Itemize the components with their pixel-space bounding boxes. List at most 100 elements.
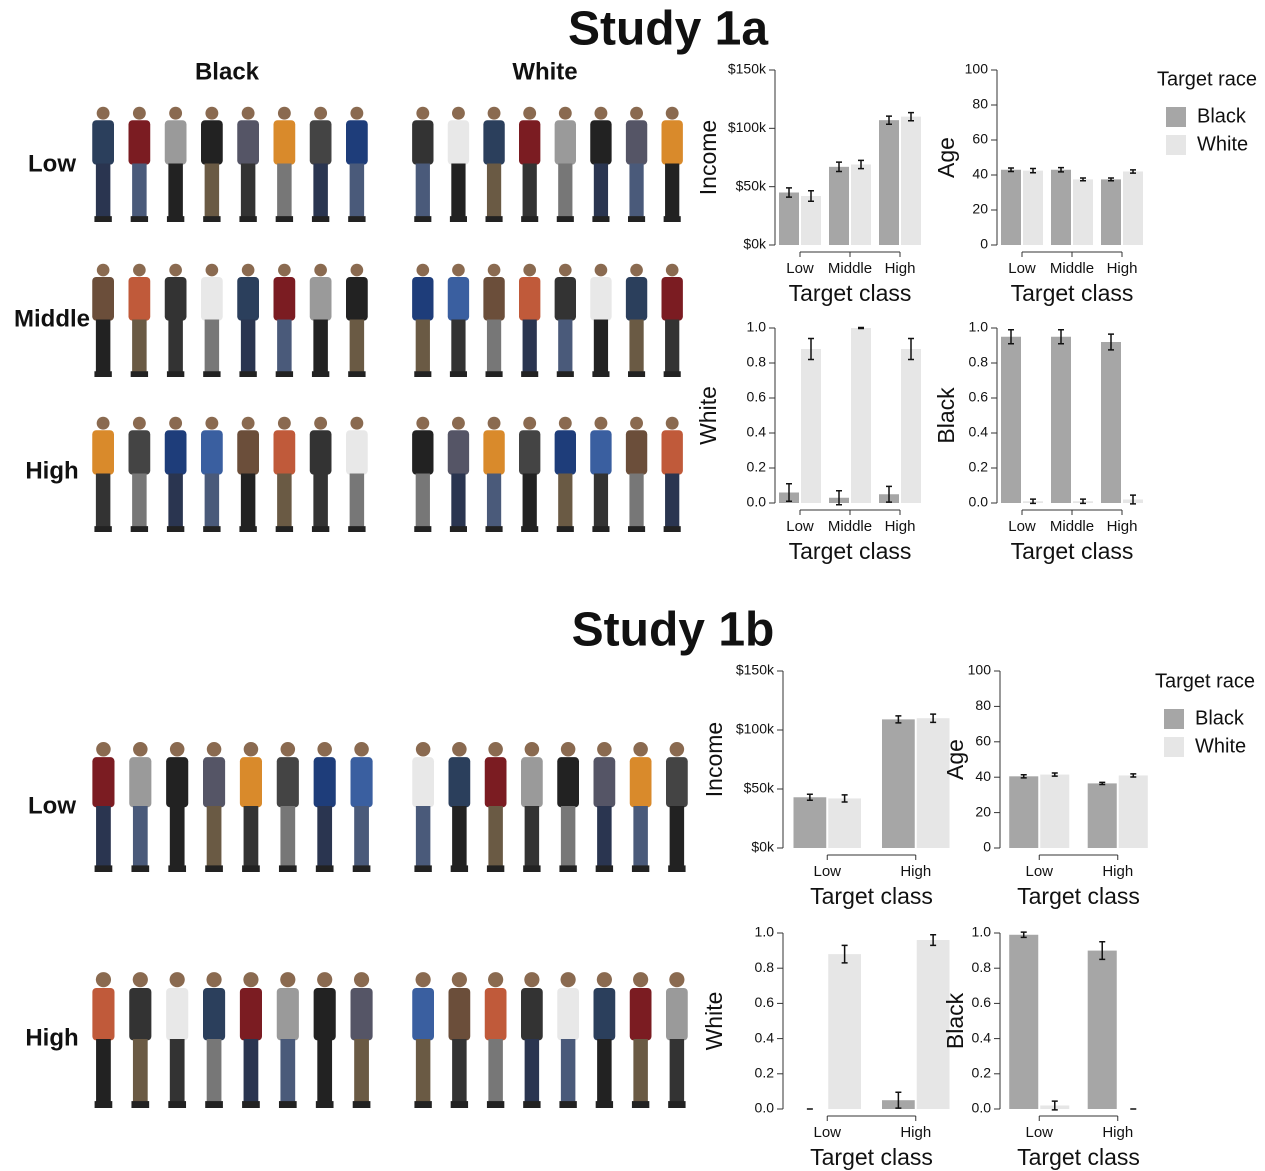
- person-torso: [92, 120, 114, 164]
- person-head: [452, 264, 465, 277]
- person-torso: [555, 277, 576, 321]
- person-shoes: [348, 216, 365, 222]
- x-tick-label: High: [1107, 260, 1138, 277]
- person-legs: [168, 474, 183, 528]
- person-head: [206, 264, 219, 277]
- y-tick-label: 0.8: [755, 959, 775, 975]
- person-shoes: [242, 1101, 260, 1108]
- person-shoes: [557, 526, 574, 532]
- person-legs: [280, 1039, 295, 1102]
- person-shoes: [628, 526, 645, 532]
- person-head: [278, 417, 291, 430]
- person-torso: [448, 430, 469, 474]
- person-shoes: [203, 526, 220, 532]
- person-legs: [451, 320, 465, 373]
- person-shoes: [414, 865, 431, 872]
- person-shoes: [668, 865, 685, 872]
- bar-chart: $0k$50k$100k$150kLowMiddleHighTarget cla…: [695, 61, 921, 306]
- x-axis-title: Target class: [1011, 538, 1134, 564]
- person-shoes: [276, 526, 293, 532]
- person-legs: [523, 164, 537, 218]
- person-legs: [132, 164, 147, 218]
- person-legs: [132, 320, 147, 373]
- row-label: Low: [28, 150, 76, 177]
- bar: [1088, 951, 1117, 1109]
- photo-group: [92, 107, 368, 222]
- person-head: [633, 972, 648, 987]
- y-tick-label: $150k: [736, 662, 775, 678]
- person-legs: [665, 320, 679, 373]
- person-shoes: [168, 1101, 186, 1108]
- person-legs: [670, 1039, 685, 1102]
- person-head: [630, 417, 643, 430]
- y-tick-label: 0.4: [969, 424, 989, 440]
- row-label: High: [25, 1024, 78, 1051]
- bar: [801, 196, 821, 245]
- person-shoes: [131, 865, 149, 872]
- person-legs: [629, 164, 643, 218]
- person-head: [597, 742, 612, 757]
- person-torso: [485, 757, 507, 807]
- person-legs: [416, 1039, 431, 1102]
- person-shoes: [596, 1101, 613, 1108]
- person-head: [595, 264, 608, 277]
- person-head: [525, 742, 540, 757]
- person-shoes: [521, 526, 538, 532]
- y-tick-label: 0.0: [972, 1100, 992, 1116]
- y-tick-label: 1.0: [755, 924, 775, 940]
- y-axis-title: Age: [942, 739, 968, 780]
- x-tick-label: High: [1102, 863, 1133, 880]
- person-shoes: [521, 216, 538, 222]
- person-torso: [277, 757, 299, 807]
- row-label: Middle: [14, 305, 90, 332]
- person-head: [242, 264, 255, 277]
- bar: [1009, 776, 1038, 848]
- y-tick-label: 1.0: [747, 319, 767, 335]
- photo-group: [92, 264, 368, 377]
- person-head: [416, 742, 431, 757]
- person-shoes: [451, 1101, 468, 1108]
- person-head: [452, 972, 467, 987]
- y-tick-label: 60: [972, 131, 988, 147]
- person-legs: [594, 320, 608, 373]
- person-legs: [244, 806, 259, 867]
- person-torso: [129, 430, 151, 474]
- person-shoes: [131, 1101, 149, 1108]
- person-shoes: [451, 865, 468, 872]
- person-shoes: [632, 1101, 649, 1108]
- person-head: [133, 972, 148, 987]
- person-head: [314, 107, 327, 120]
- x-axis-title: Target class: [1017, 1144, 1140, 1170]
- bar-chart: 020406080100LowMiddleHighTarget classAge…: [933, 61, 1257, 306]
- person-head: [452, 417, 465, 430]
- bar: [1101, 179, 1121, 245]
- y-axis-title: Income: [695, 120, 721, 195]
- person-shoes: [414, 216, 431, 222]
- person-head: [488, 742, 503, 757]
- person-torso: [662, 277, 683, 321]
- person-legs: [452, 1039, 467, 1102]
- person-shoes: [486, 216, 503, 222]
- person-legs: [594, 164, 608, 218]
- y-tick-label: $150k: [728, 61, 767, 77]
- person-legs: [523, 320, 537, 373]
- person-legs: [280, 806, 295, 867]
- person-shoes: [592, 371, 609, 377]
- page: {"studies": [ {"title": "Study 1a", "col…: [0, 0, 1265, 1171]
- person-legs: [416, 806, 431, 867]
- y-axis-title: White: [695, 386, 721, 445]
- person-shoes: [664, 216, 681, 222]
- person-shoes: [131, 526, 148, 532]
- person-torso: [346, 120, 368, 164]
- person-head: [559, 264, 572, 277]
- person-head: [670, 742, 685, 757]
- bar: [1023, 171, 1043, 245]
- person-shoes: [628, 371, 645, 377]
- person-legs: [487, 164, 501, 218]
- person-legs: [96, 164, 111, 218]
- person-legs: [96, 806, 111, 867]
- person-legs: [558, 320, 572, 373]
- person-legs: [168, 320, 183, 373]
- person-torso: [626, 277, 647, 321]
- person-shoes: [414, 1101, 431, 1108]
